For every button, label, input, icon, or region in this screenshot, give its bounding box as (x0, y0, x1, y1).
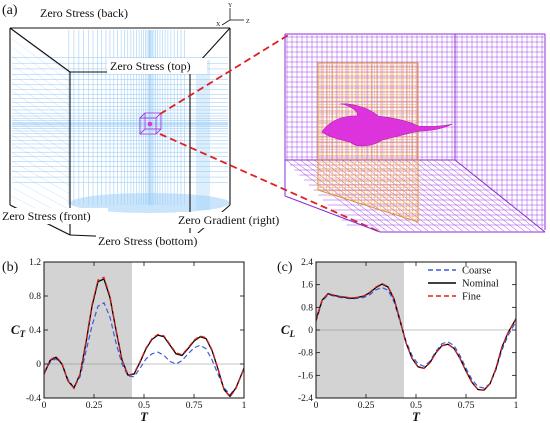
panel-b-label: (b) (2, 260, 19, 275)
y-tick-label: -0.4 (26, 394, 41, 404)
y-tick-label: 1.2 (29, 258, 41, 268)
bc-back-label: Zero Stress (back) (40, 6, 128, 20)
panel-c-label: (c) (277, 260, 293, 275)
x-tick-label: 0.5 (410, 401, 422, 411)
y-tick-label: 0 (308, 326, 313, 336)
x-tick-label: 1 (514, 401, 519, 411)
triad-x-label: X (216, 22, 221, 28)
y-axis-label-sub: L (289, 329, 296, 339)
x-tick-label: 0.25 (86, 401, 103, 411)
x-axis-label: T (140, 409, 149, 423)
bc-front-label: Zero Stress (front) (2, 209, 91, 223)
series-fine-line (315, 282, 517, 392)
triad-y-label: Y (228, 3, 233, 9)
y-tick-label: 0.8 (301, 303, 313, 313)
small-ray-body (147, 121, 153, 127)
axis-triad-icon (221, 8, 244, 26)
x-tick-label: 0 (314, 401, 319, 411)
panel-a-label: (a) (2, 3, 18, 18)
y-tick-label: -1.6 (298, 371, 313, 381)
x-tick-label: 1 (242, 401, 247, 411)
bc-bottom-label: Zero Stress (bottom) (98, 234, 197, 248)
y-axis-label-sub: T (20, 329, 26, 339)
series-coarse-line (315, 286, 517, 389)
inner-refinement-box (139, 112, 162, 135)
x-tick-label: 0 (42, 401, 47, 411)
legend-label-fine: Fine (462, 292, 481, 303)
x-tick-label: 0.75 (458, 401, 475, 411)
x-axis-label: T (412, 409, 421, 423)
y-tick-label: -0.8 (298, 349, 313, 359)
bc-right-label: Zero Gradient (right) (178, 213, 279, 227)
label-bg-bottom (96, 233, 210, 249)
zoom-connector-lines (159, 33, 381, 233)
zoomed-refinement-box (284, 33, 546, 233)
legend-label-nominal: Nominal (462, 279, 499, 290)
label-bg-right (176, 212, 282, 228)
y-tick-label: 2.4 (301, 258, 313, 268)
legend-label-coarse: Coarse (462, 266, 491, 277)
label-bg-front (0, 208, 108, 224)
series-fine-line (43, 276, 245, 399)
label-bg-back (38, 5, 146, 21)
y-axis-label: CL (281, 322, 296, 339)
y-tick-label: -2.4 (298, 394, 313, 404)
triad-z-label: Z (246, 19, 250, 25)
bc-top-label: Zero Stress (top) (110, 59, 191, 73)
y-axis-label: CT (11, 322, 26, 339)
y-tick-label: 0.8 (29, 292, 41, 302)
manta-ray-body (321, 103, 453, 147)
y-tick-label: 1.6 (301, 281, 313, 291)
y-tick-label: 0 (36, 360, 41, 370)
x-tick-label: 0.25 (358, 401, 375, 411)
x-tick-label: 0.5 (138, 401, 150, 411)
chart-c: 0 0.25 0.5 0.75 1 -2.4 -1.6 -0.8 0 0.8 1.6 2.4 T CL Co… (281, 258, 519, 423)
y-tick-label: 0.4 (29, 326, 41, 336)
label-bg-top (107, 58, 207, 74)
x-tick-label: 0.75 (186, 401, 203, 411)
